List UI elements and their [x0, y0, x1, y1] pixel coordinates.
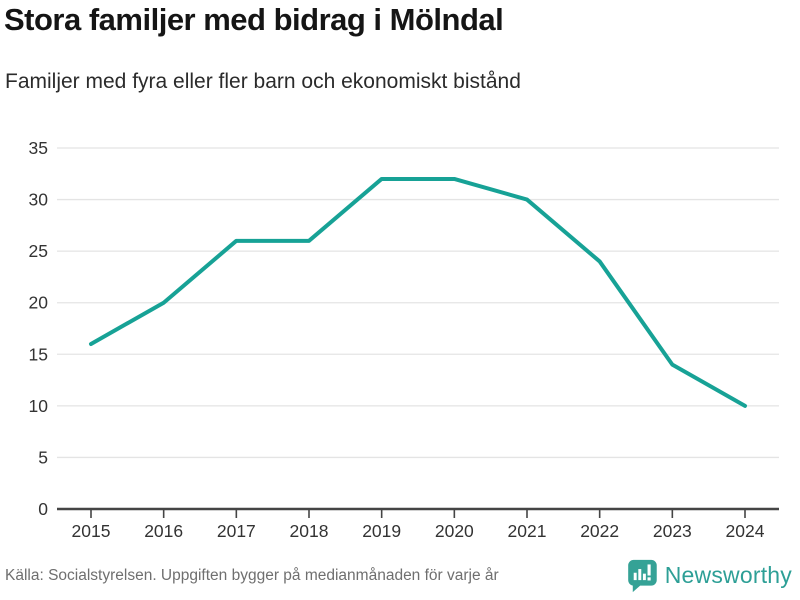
data-line-series: [89, 176, 747, 408]
y-tick-label: 20: [29, 293, 49, 313]
x-tick-label: 2019: [362, 521, 401, 541]
x-tick-label: 2023: [653, 521, 692, 541]
x-tick-label: 2022: [580, 521, 619, 541]
x-tick-label: 2024: [726, 521, 765, 541]
y-tick-label: 5: [38, 447, 48, 467]
y-tick-label: 15: [29, 344, 48, 364]
y-tick-label: 0: [38, 499, 48, 519]
x-tick-label: 2016: [144, 521, 183, 541]
chart-title: Stora familjer med bidrag i Mölndal: [4, 2, 504, 37]
x-tick-label: 2021: [508, 521, 547, 541]
chart-subtitle: Familjer med fyra eller fler barn och ek…: [5, 70, 521, 93]
newsworthy-logo: Newsworthy: [626, 558, 792, 593]
x-tick-label: 2017: [217, 521, 256, 541]
x-tick-label: 2020: [435, 521, 474, 541]
bar-chart-speech-bubble-icon: [627, 559, 657, 593]
y-tick-label: 30: [29, 190, 49, 210]
x-tick-label: 2015: [72, 521, 111, 541]
source-note: Källa: Socialstyrelsen. Uppgiften bygger…: [5, 567, 499, 584]
y-tick-label: 35: [29, 138, 48, 158]
x-tick-label: 2018: [290, 521, 329, 541]
chart-footer: Källa: Socialstyrelsen. Uppgiften bygger…: [0, 558, 800, 600]
newsworthy-logo-text: Newsworthy: [664, 562, 792, 588]
y-tick-label: 25: [29, 241, 48, 261]
y-tick-label: 10: [29, 396, 49, 416]
